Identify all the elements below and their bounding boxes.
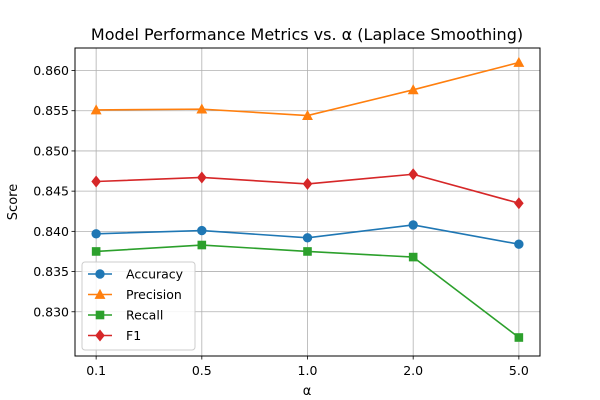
- y-tick-label: 0.830: [33, 304, 69, 319]
- y-tick-label: 0.850: [33, 143, 69, 158]
- legend-marker: [95, 269, 105, 279]
- y-tick-label: 0.855: [33, 103, 69, 118]
- legend-item-precision: Precision: [88, 287, 182, 302]
- y-tick-label: 0.840: [33, 224, 69, 239]
- data-point: [302, 109, 313, 120]
- data-point: [408, 168, 418, 181]
- data-point: [196, 103, 208, 114]
- y-axis-ticks: 0.830 0.835 0.840 0.845 0.850 0.855 0.860: [33, 63, 75, 319]
- x-tick-label: 0.5: [192, 363, 212, 378]
- series-precision: [90, 56, 525, 120]
- data-point: [91, 247, 101, 256]
- data-point: [197, 171, 207, 184]
- x-tick-label: 1.0: [298, 363, 318, 378]
- legend-label: Recall: [126, 308, 163, 323]
- data-point: [513, 56, 525, 67]
- legend-item-recall: Recall: [88, 308, 163, 323]
- data-point: [303, 247, 312, 256]
- legend: Accuracy Precision Recall F1: [81, 261, 196, 351]
- y-axis-label: Score: [6, 184, 21, 220]
- series-accuracy: [91, 220, 524, 249]
- data-point: [407, 84, 419, 95]
- legend-label: F1: [126, 328, 141, 343]
- data-point: [302, 177, 313, 190]
- data-point: [302, 233, 313, 243]
- legend-box: [81, 261, 196, 351]
- data-point: [408, 220, 418, 230]
- data-point: [90, 104, 102, 115]
- x-axis-ticks: 0.1 0.5 1.0 2.0 5.0: [86, 356, 529, 378]
- y-tick-label: 0.860: [33, 63, 69, 78]
- legend-item-f1: F1: [88, 328, 141, 343]
- x-axis-label: α: [303, 384, 312, 399]
- series-f1: [91, 168, 524, 210]
- x-tick-label: 0.1: [86, 363, 106, 378]
- legend-label: Precision: [126, 287, 182, 302]
- data-point: [408, 252, 418, 262]
- chart-title: Model Performance Metrics vs. α (Laplace…: [91, 25, 523, 44]
- legend-item-accuracy: Accuracy: [88, 267, 184, 282]
- legend-marker: [94, 288, 106, 299]
- data-point: [197, 225, 207, 236]
- data-point: [514, 197, 524, 210]
- data-point: [91, 175, 101, 188]
- data-point: [514, 239, 524, 249]
- plot-area-frame: [74, 47, 541, 357]
- legend-marker: [95, 329, 105, 342]
- data-point: [197, 240, 207, 250]
- legend-marker: [95, 310, 105, 320]
- y-tick-label: 0.835: [33, 264, 69, 279]
- x-tick-label: 2.0: [403, 363, 423, 378]
- data-point: [91, 229, 101, 239]
- legend-label: Accuracy: [126, 267, 184, 282]
- y-tick-label: 0.845: [33, 184, 69, 199]
- series-layer: [90, 56, 525, 342]
- data-point: [514, 333, 524, 342]
- x-tick-label: 5.0: [509, 363, 529, 378]
- series-recall: [91, 240, 524, 342]
